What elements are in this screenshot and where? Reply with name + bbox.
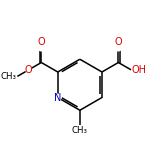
Text: CH₃: CH₃ (72, 126, 88, 135)
Text: N: N (54, 93, 61, 102)
Circle shape (26, 67, 32, 73)
Text: CH₃: CH₃ (1, 72, 17, 81)
Text: OH: OH (132, 65, 147, 75)
Text: O: O (25, 65, 33, 75)
Text: O: O (38, 37, 45, 47)
Text: O: O (115, 37, 122, 47)
Circle shape (38, 45, 44, 51)
Circle shape (55, 94, 61, 101)
Circle shape (116, 45, 121, 51)
